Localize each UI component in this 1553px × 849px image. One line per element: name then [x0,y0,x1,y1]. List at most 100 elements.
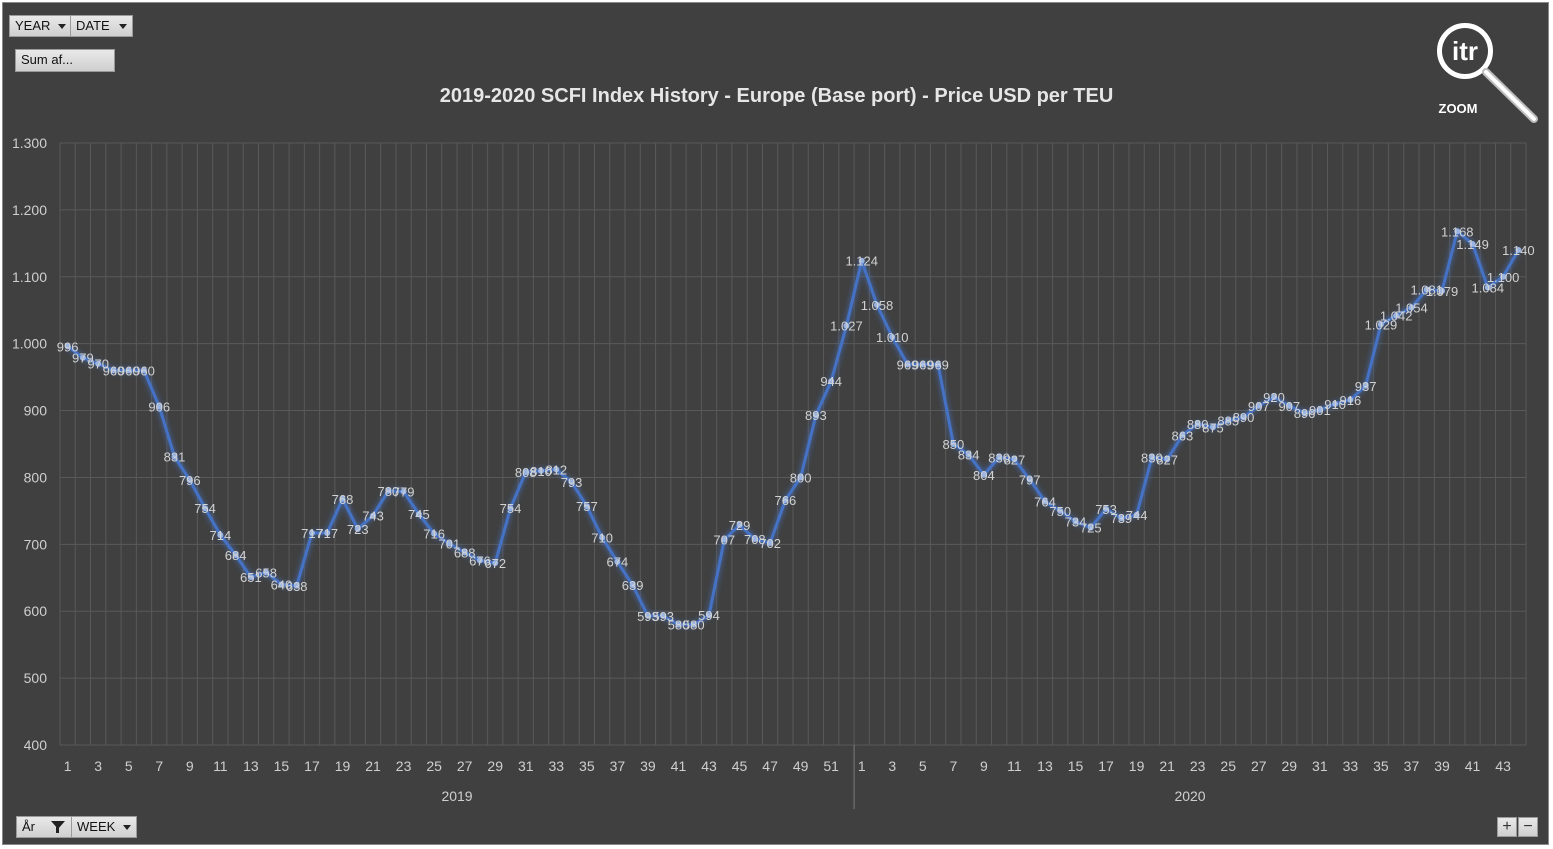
data-label: 901 [1309,403,1331,418]
chevron-down-icon [119,24,127,29]
x-tick-label: 23 [396,758,412,774]
sum-values-button[interactable]: Sum af... [15,49,115,72]
data-label: 750 [1049,504,1071,519]
x-tick-label: 35 [1373,758,1389,774]
x-tick-label: 31 [1312,758,1328,774]
data-label: 672 [484,556,506,571]
data-label: 725 [1080,521,1102,536]
data-point [599,534,606,541]
data-label: 580 [668,618,690,633]
data-label: 780 [377,484,399,499]
data-point [293,582,300,589]
data-point [64,343,71,350]
data-label: 863 [1172,428,1194,443]
data-label: 1.042 [1380,309,1413,324]
data-label: 1.029 [1365,317,1398,332]
year-field-button[interactable]: YEAR [9,15,72,37]
x-tick-label: 1 [64,758,72,774]
data-label: 827 [1156,452,1178,467]
data-point [446,540,453,547]
date-field-button[interactable]: DATE [70,15,133,37]
week-field-button[interactable]: WEEK [71,816,137,838]
data-point [415,511,422,518]
data-point [217,531,224,538]
data-point [1026,476,1033,483]
data-label: 906 [148,400,170,415]
x-tick-label: 15 [274,758,290,774]
data-point [583,503,590,510]
year-axis-field-button[interactable]: År [16,816,72,838]
data-label: 960 [133,363,155,378]
data-point [125,367,132,374]
data-label: 969 [927,357,949,372]
data-point [1148,454,1155,461]
data-label: 594 [698,608,720,623]
data-point [1423,286,1430,293]
data-point [873,301,880,308]
x-axis-group-labels: 2019 2020 [441,745,1206,809]
x-tick-label: 9 [186,758,194,774]
data-point [858,257,865,264]
data-point [461,549,468,556]
data-point [1377,321,1384,328]
vertical-gridlines [59,143,1527,745]
x-tick-label: 7 [155,758,163,774]
data-point [538,467,545,474]
data-point [171,453,178,460]
data-label: 764 [1034,495,1056,510]
data-label: 850 [942,437,964,452]
data-label: 714 [209,528,231,543]
data-label: 937 [1355,379,1377,394]
data-point [1103,505,1110,512]
data-point [95,360,102,367]
expand-field-button[interactable]: + [1497,817,1517,837]
data-point [889,333,896,340]
data-point [1347,396,1354,403]
data-point [828,378,835,385]
y-tick-label: 1.000 [12,336,47,352]
data-label: 651 [240,570,262,585]
data-label: 910 [1324,397,1346,412]
logo-caption: ZOOM [1438,101,1478,116]
data-point [812,412,819,419]
data-point [1240,414,1247,421]
data-point [736,521,743,528]
data-point [614,558,621,565]
data-point [1072,518,1079,525]
data-label: 885 [1217,414,1239,429]
data-label: 676 [469,553,491,568]
x-tick-label: 29 [487,758,503,774]
x-tick-label: 3 [94,758,102,774]
collapse-field-button[interactable]: − [1518,817,1538,837]
data-point [385,487,392,494]
x-tick-label: 35 [579,758,595,774]
x-tick-label: 3 [888,758,896,774]
date-field-label: DATE [76,18,110,33]
data-label: 717 [316,526,338,541]
x-tick-label: 19 [1129,758,1145,774]
data-label: 684 [225,548,247,563]
data-point [1271,394,1278,401]
chart-title: 2019-2020 SCFI Index History - Europe (B… [439,85,1114,107]
data-point [140,367,147,374]
line-chart: 400 500 600 700 800 900 1.000 1.100 1.200 1.300 1… [12,135,1535,809]
data-label: 593 [637,609,659,624]
x-tick-label: 9 [980,758,988,774]
data-label: 996 [57,339,79,354]
data-label: 710 [591,531,613,546]
x-tick-label: 39 [640,758,656,774]
x-tick-label: 21 [1159,758,1175,774]
data-label: 729 [729,518,751,533]
year-axis-field-label: År [22,819,35,834]
data-point [1179,432,1186,439]
data-label: 744 [1126,508,1148,523]
data-point [186,477,193,484]
data-point [1500,273,1507,280]
x-tick-label: 49 [793,758,809,774]
data-label: 979 [72,351,94,366]
x-tick-label: 51 [823,758,839,774]
x-tick-label: 37 [610,758,626,774]
data-point [706,612,713,619]
y-tick-label: 1.100 [12,269,47,285]
x-tick-label: 33 [1343,758,1359,774]
